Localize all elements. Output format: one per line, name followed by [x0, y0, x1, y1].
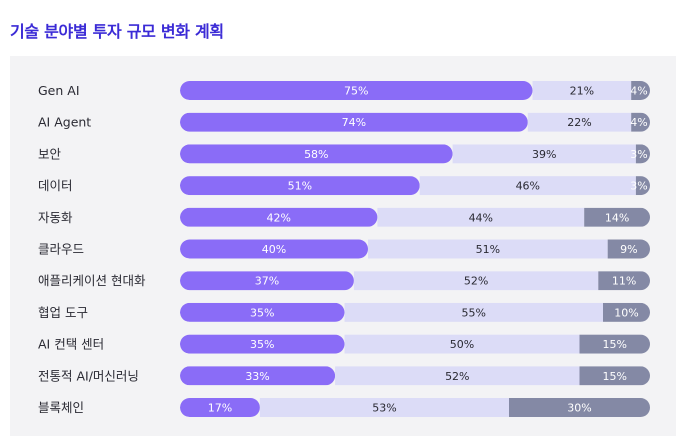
bar-segment-increase	[180, 334, 345, 354]
data-label: 14%	[605, 211, 629, 224]
bar-segment-increase	[180, 271, 354, 291]
bar-row: 블록체인 17% 53% 30%	[38, 398, 650, 417]
category-label: AI Agent	[38, 115, 91, 130]
bar-segment-decrease	[509, 398, 650, 417]
data-label: 58%	[304, 148, 328, 161]
bar-segment-decrease	[631, 112, 650, 132]
bar-segment-increase	[180, 207, 378, 227]
data-label: 15%	[603, 338, 627, 351]
bar-segment-increase	[180, 81, 533, 100]
bar-row: 보안 58% 39% 3%	[38, 144, 650, 164]
bar-row: 클라우드 40% 51% 9%	[38, 239, 650, 259]
bar-segment-same	[452, 144, 636, 164]
bar-segment-same	[353, 271, 599, 291]
bar-segment-same	[344, 302, 603, 322]
bar-segment-increase	[180, 398, 260, 417]
bar-segment-increase	[180, 176, 420, 196]
bar-segment-same	[419, 176, 636, 196]
data-label: 10%	[614, 306, 638, 319]
bar-segment-decrease	[603, 302, 650, 322]
data-label: 21%	[570, 85, 594, 98]
bar-row: AI 컨택 센터 35% 50% 15%	[38, 334, 650, 354]
data-label: 15%	[603, 370, 627, 383]
bar-segment-decrease	[635, 144, 650, 164]
bar-segment-same	[344, 334, 580, 354]
data-label: 37%	[255, 275, 279, 288]
data-label: 3%	[630, 180, 647, 193]
bar-segment-increase	[180, 144, 453, 164]
bar-segment-same	[259, 398, 509, 417]
bar-row: 애플리케이션 현대화 37% 52% 11%	[38, 271, 650, 291]
data-label: 9%	[620, 243, 637, 256]
bar-segment-increase	[180, 239, 368, 259]
bar-segment-same	[368, 239, 608, 259]
data-label: 39%	[532, 148, 556, 161]
data-label: 55%	[462, 306, 486, 319]
bar-segment-same	[335, 366, 580, 386]
bar-segment-same	[527, 112, 632, 132]
data-label: 30%	[567, 402, 591, 415]
data-label: 33%	[245, 370, 269, 383]
bar-row: Gen AI 75% 21% 4%	[38, 81, 650, 100]
category-label: Gen AI	[38, 83, 80, 98]
data-label: 35%	[250, 338, 274, 351]
bar-segment-increase	[180, 112, 528, 132]
bar-segment-same	[532, 81, 632, 100]
category-label: 클라우드	[38, 242, 84, 257]
data-label: 46%	[516, 180, 540, 193]
bar-segment-decrease	[579, 334, 650, 354]
data-label: 51%	[476, 243, 500, 256]
bar-row: 데이터 51% 46% 3%	[38, 176, 650, 196]
category-label: 데이터	[38, 178, 73, 193]
data-label: 44%	[469, 211, 493, 224]
data-label: 22%	[567, 116, 591, 129]
data-label: 4%	[630, 116, 647, 129]
data-label: 53%	[372, 402, 396, 415]
data-label: 17%	[208, 402, 232, 415]
bar-segment-decrease	[598, 271, 650, 291]
data-label: 35%	[250, 306, 274, 319]
data-label: 52%	[445, 370, 469, 383]
data-label: 51%	[288, 180, 312, 193]
bar-row: 자동화 42% 44% 14%	[38, 207, 650, 227]
bar-segment-decrease	[584, 207, 650, 227]
category-label: 애플리케이션 현대화	[38, 273, 146, 288]
category-label: 보안	[38, 146, 62, 161]
category-label: 협업 도구	[38, 305, 88, 320]
data-label: 50%	[450, 338, 474, 351]
category-label: AI 컨택 센터	[38, 337, 104, 352]
data-label: 3%	[630, 148, 647, 161]
bar-row: 전통적 AI/머신러닝 33% 52% 15%	[38, 366, 650, 386]
data-label: 74%	[342, 116, 366, 129]
bar-row: 협업 도구 35% 55% 10%	[38, 302, 650, 322]
bar-row: AI Agent 74% 22% 4%	[38, 112, 650, 132]
category-label: 자동화	[38, 210, 73, 225]
bar-segment-decrease	[607, 239, 650, 259]
category-label: 블록체인	[38, 400, 84, 415]
bar-segment-decrease	[579, 366, 650, 386]
bar-segment-same	[377, 207, 585, 227]
data-label: 75%	[344, 85, 368, 98]
bar-segment-decrease	[631, 81, 650, 100]
data-label: 52%	[464, 275, 488, 288]
bar-segment-increase	[180, 366, 336, 386]
data-label: 11%	[612, 275, 636, 288]
data-label: 42%	[266, 211, 290, 224]
chart-title: 기술 분야별 투자 규모 변화 계획	[10, 22, 224, 41]
bar-segment-decrease	[635, 176, 650, 196]
data-label: 40%	[262, 243, 286, 256]
data-label: 4%	[630, 85, 647, 98]
category-label: 전통적 AI/머신러닝	[38, 368, 139, 383]
bar-segment-increase	[180, 302, 345, 322]
